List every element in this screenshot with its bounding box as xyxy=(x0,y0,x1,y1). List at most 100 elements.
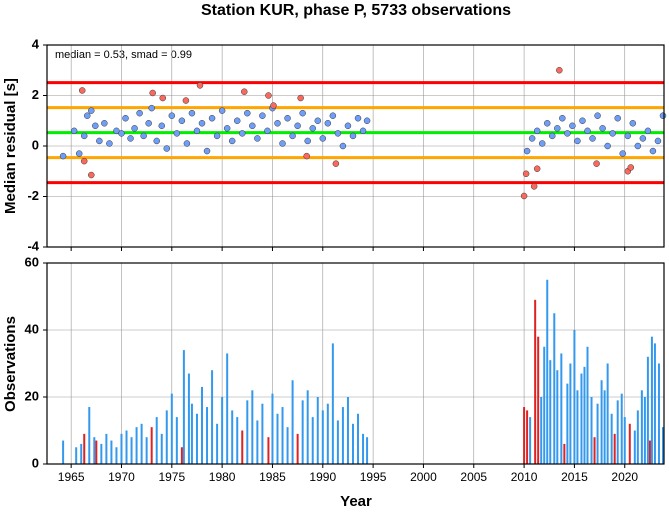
point xyxy=(270,102,277,109)
point xyxy=(522,170,530,178)
point xyxy=(523,147,531,155)
bar xyxy=(62,440,65,464)
bar xyxy=(211,370,214,464)
bar xyxy=(236,417,239,464)
x-tick-label: 1990 xyxy=(309,470,336,484)
point xyxy=(122,114,129,122)
point xyxy=(339,142,347,150)
bar xyxy=(221,397,224,464)
point xyxy=(84,112,91,119)
point xyxy=(359,127,367,135)
bar xyxy=(351,423,354,464)
point xyxy=(188,109,196,117)
x-tick-label: 1975 xyxy=(158,470,185,484)
bar xyxy=(155,417,158,464)
bar xyxy=(286,427,289,464)
point xyxy=(168,112,176,119)
point xyxy=(241,88,248,95)
point xyxy=(564,130,571,137)
bar xyxy=(600,380,603,464)
bar xyxy=(321,410,324,464)
point xyxy=(265,92,272,99)
point xyxy=(239,130,246,137)
point xyxy=(159,94,167,102)
point xyxy=(96,137,103,145)
point xyxy=(303,152,310,160)
bar xyxy=(216,423,219,464)
point xyxy=(549,132,556,140)
point xyxy=(259,112,266,119)
point xyxy=(627,164,635,171)
x-tick-label: 1965 xyxy=(58,470,85,484)
point xyxy=(80,157,88,165)
bar xyxy=(165,410,168,464)
x-tick-label: 2015 xyxy=(561,470,588,484)
bar xyxy=(226,353,229,464)
point xyxy=(158,122,165,130)
point xyxy=(533,165,541,172)
bar xyxy=(105,433,108,464)
bar xyxy=(606,363,609,464)
bar xyxy=(616,400,619,464)
bar xyxy=(526,410,529,464)
point xyxy=(148,104,155,112)
point xyxy=(118,130,125,137)
bar xyxy=(553,313,556,464)
point xyxy=(140,132,147,140)
point xyxy=(659,112,667,119)
point xyxy=(569,122,576,130)
point xyxy=(556,67,563,74)
point xyxy=(543,120,551,127)
bar xyxy=(145,437,148,464)
y-axis-label: Observations xyxy=(2,316,19,412)
bar xyxy=(573,330,576,464)
bar xyxy=(357,413,360,464)
bar xyxy=(195,413,198,464)
bar xyxy=(534,299,537,464)
point xyxy=(254,135,261,142)
point xyxy=(349,132,357,140)
y-tick-label: 0 xyxy=(32,455,39,470)
bar xyxy=(115,447,118,464)
point xyxy=(297,94,304,102)
bar xyxy=(636,410,639,464)
plot-frame xyxy=(46,44,665,248)
x-axis-label: Year xyxy=(340,493,372,510)
point xyxy=(294,122,301,130)
bar xyxy=(341,407,344,464)
x-tick-label: 2005 xyxy=(460,470,487,484)
point xyxy=(101,120,108,127)
point xyxy=(634,142,642,150)
bar xyxy=(100,443,103,464)
bar xyxy=(336,420,339,464)
point xyxy=(75,150,83,157)
bar xyxy=(362,433,365,464)
bar xyxy=(653,343,656,464)
bar xyxy=(311,417,314,464)
point xyxy=(193,127,201,135)
point xyxy=(203,147,211,155)
point xyxy=(264,127,271,135)
point xyxy=(131,125,138,132)
point xyxy=(604,142,611,150)
point xyxy=(594,112,601,119)
bar xyxy=(175,417,178,464)
bar xyxy=(560,353,563,464)
bar xyxy=(180,447,183,464)
x-tick-label: 2010 xyxy=(511,470,538,484)
point xyxy=(584,127,591,135)
bar xyxy=(529,417,532,464)
point xyxy=(279,140,286,147)
y-tick-label: 0 xyxy=(32,137,39,152)
point xyxy=(314,117,322,124)
point xyxy=(178,117,186,124)
bar xyxy=(650,336,653,464)
y-tick-label: 4 xyxy=(32,36,40,51)
annotation: median = 0.53, smad = 0.99 xyxy=(55,49,192,61)
bar xyxy=(593,437,596,464)
point xyxy=(208,114,216,122)
point xyxy=(233,117,241,124)
bar xyxy=(620,393,623,464)
bar xyxy=(316,397,319,464)
